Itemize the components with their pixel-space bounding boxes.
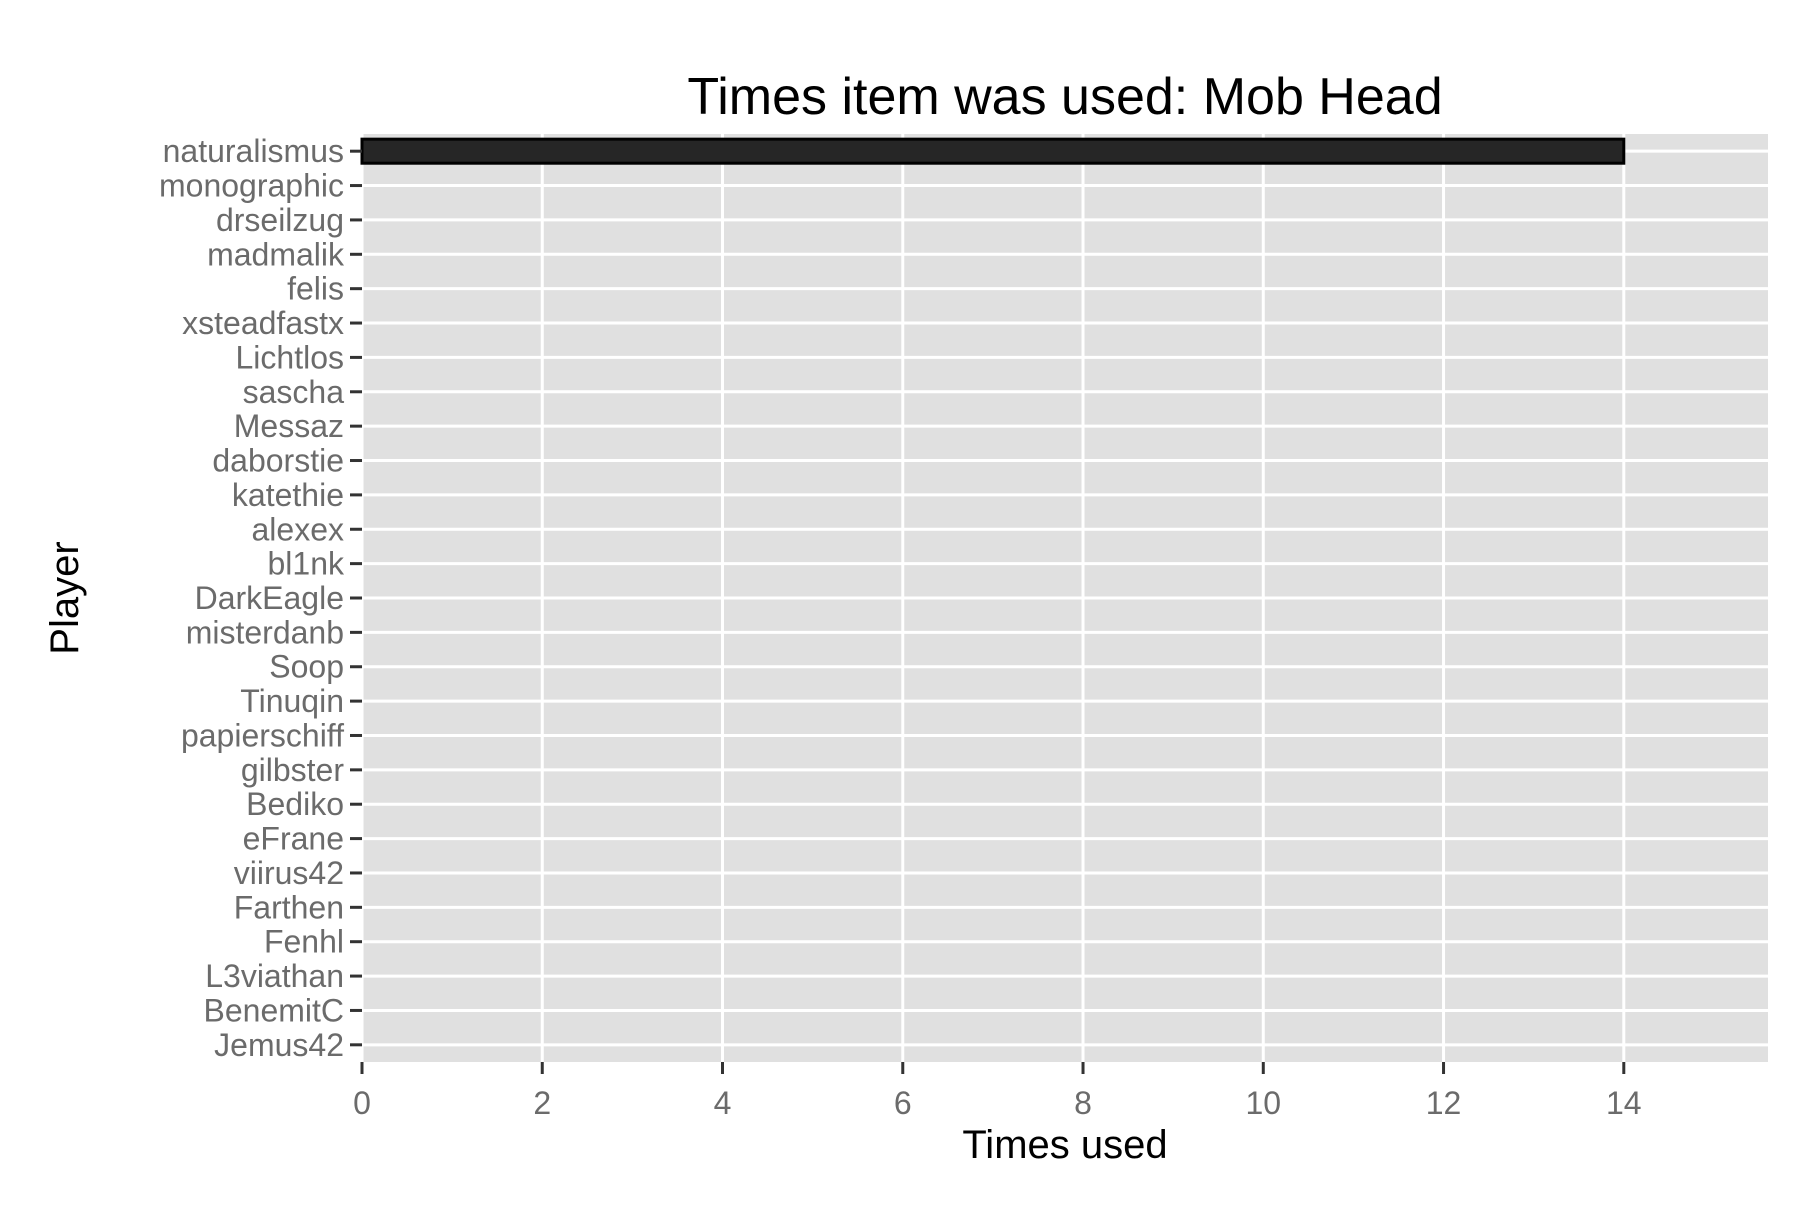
x-tick-label: 0 bbox=[353, 1085, 371, 1121]
y-tick-label: Fenhl bbox=[264, 924, 344, 960]
y-tick-label: gilbster bbox=[241, 752, 345, 788]
x-tick-label: 12 bbox=[1426, 1085, 1462, 1121]
x-axis: 0 2 4 6 8 10 12 14 bbox=[353, 1062, 1642, 1121]
y-tick-label: viirus42 bbox=[234, 855, 344, 891]
y-tick-label: sascha bbox=[243, 374, 345, 410]
x-tick-label: 14 bbox=[1606, 1085, 1642, 1121]
y-tick-label: madmalik bbox=[207, 236, 345, 272]
x-axis-title: Times used bbox=[962, 1123, 1167, 1167]
y-axis-title: Player bbox=[43, 541, 87, 654]
y-tick-label: monographic bbox=[159, 168, 344, 204]
x-tick-label: 2 bbox=[533, 1085, 551, 1121]
y-tick-label: felis bbox=[287, 271, 344, 307]
y-tick-label: Messaz bbox=[234, 408, 344, 444]
y-tick-label: bl1nk bbox=[268, 546, 346, 582]
y-tick-label: katethie bbox=[232, 477, 344, 513]
y-tick-label: Jemus42 bbox=[214, 1027, 344, 1063]
y-tick-label: naturalismus bbox=[163, 133, 344, 169]
x-tick-label: 10 bbox=[1245, 1085, 1281, 1121]
x-tick-label: 6 bbox=[894, 1085, 912, 1121]
y-tick-label: Bediko bbox=[246, 786, 344, 822]
y-tick-label: Farthen bbox=[234, 889, 344, 925]
y-tick-label: L3viathan bbox=[205, 958, 344, 994]
y-tick-label: daborstie bbox=[212, 443, 344, 479]
y-tick-label: misterdanb bbox=[186, 614, 344, 650]
bars bbox=[360, 137, 1626, 165]
x-tick-label: 8 bbox=[1074, 1085, 1092, 1121]
y-tick-label: Lichtlos bbox=[236, 339, 345, 375]
y-axis: naturalismusmonographicdrseilzugmadmalik… bbox=[159, 133, 362, 1063]
y-tick-label: BenemitC bbox=[204, 992, 345, 1028]
y-tick-label: drseilzug bbox=[216, 202, 344, 238]
y-tick-label: Soop bbox=[269, 649, 344, 685]
y-tick-label: xsteadfastx bbox=[182, 305, 344, 341]
bar bbox=[360, 137, 1626, 165]
x-tick-label: 4 bbox=[714, 1085, 732, 1121]
y-tick-label: eFrane bbox=[243, 821, 344, 857]
chart-title: Times item was used: Mob Head bbox=[687, 68, 1442, 126]
y-tick-label: DarkEagle bbox=[195, 580, 344, 616]
y-tick-label: Tinuqin bbox=[240, 683, 344, 719]
y-tick-label: alexex bbox=[252, 511, 345, 547]
y-tick-label: papierschiff bbox=[181, 717, 344, 753]
